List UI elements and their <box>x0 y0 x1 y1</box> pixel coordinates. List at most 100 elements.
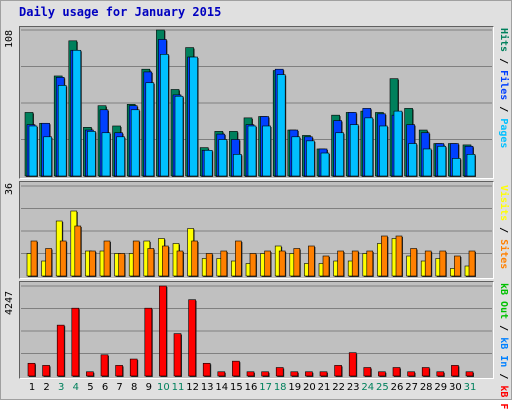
sites-bar-7 <box>118 253 125 277</box>
kbf-bar-16 <box>246 371 255 377</box>
sites-bar-23 <box>351 250 359 277</box>
pages-bar-8 <box>130 109 140 177</box>
kbf-bar-22 <box>334 365 342 377</box>
pages-bar-9 <box>145 82 155 177</box>
x-label-day-18: 18 <box>273 382 287 393</box>
kbf-bar-13 <box>202 362 211 377</box>
pages-bar-24 <box>364 117 374 177</box>
pages-bar-7 <box>116 136 125 177</box>
kbf-bar-19 <box>290 371 299 377</box>
x-label-day-12: 12 <box>186 382 199 393</box>
x-label-day-13: 13 <box>200 382 214 393</box>
sites-bar-17 <box>264 250 271 277</box>
pages-bar-27 <box>408 143 417 177</box>
x-label-day-6: 6 <box>101 382 109 393</box>
x-label-day-1: 1 <box>28 382 36 393</box>
sites-bar-26 <box>395 235 403 277</box>
kbf-bar-8 <box>129 358 138 377</box>
sites-bar-3 <box>59 240 67 277</box>
x-label-day-21: 21 <box>317 382 331 393</box>
kbf-bar-11 <box>173 333 182 377</box>
sites-bar-25 <box>381 235 388 277</box>
sites-bar-27 <box>410 248 417 277</box>
sites-bar-4 <box>74 225 82 277</box>
x-axis-labels: 1 2 3 4 5 6 7 8 9 10 11 12 13 14 15 16 17 18 19 20 21 22 23 24 2… <box>1 382 512 396</box>
kbf-bar-21 <box>319 371 328 377</box>
kbf-bar-3 <box>56 324 65 377</box>
kbf-bar-15 <box>232 360 240 377</box>
pages-bar-15 <box>233 154 242 177</box>
x-label-day-19: 19 <box>288 382 302 393</box>
kbf-bar-25 <box>378 371 386 377</box>
kbf-bar-9 <box>144 307 153 377</box>
kbf-bar-20 <box>305 371 313 377</box>
sites-bar-13 <box>205 253 213 277</box>
x-label-day-3: 3 <box>58 382 65 393</box>
pages-bar-29 <box>437 145 447 177</box>
kbf-bar-10 <box>159 285 167 377</box>
sites-bar-9 <box>147 248 155 277</box>
sites-bar-18 <box>278 250 286 277</box>
pages-bar-5 <box>87 131 96 177</box>
sites-bar-24 <box>366 250 374 277</box>
kbf-bar-23 <box>348 352 357 377</box>
x-label-day-4: 4 <box>72 382 79 393</box>
pages-bar-23 <box>349 124 359 177</box>
x-label-day-20: 20 <box>303 382 316 393</box>
pages-bar-13 <box>203 150 213 177</box>
x-label-day-2: 2 <box>43 382 50 393</box>
kbf-bar-7 <box>115 365 123 377</box>
x-label-day-16: 16 <box>244 382 258 393</box>
x-label-day-30: 30 <box>449 382 462 393</box>
kbf-bar-4 <box>71 307 80 377</box>
pages-bar-31 <box>466 154 476 177</box>
sites-bar-20 <box>308 245 315 277</box>
pages-bar-16 <box>247 125 257 177</box>
kbf-bar-14 <box>217 371 226 377</box>
pages-bar-28 <box>422 148 432 177</box>
pages-bar-21 <box>320 152 330 177</box>
pages-bar-3 <box>57 85 67 177</box>
kbf-bar-12 <box>188 299 196 377</box>
x-label-day-11: 11 <box>171 382 185 393</box>
kbf-bar-26 <box>392 367 401 377</box>
pages-bar-1 <box>28 125 38 177</box>
sites-bar-2 <box>45 248 52 277</box>
sites-bar-28 <box>424 250 432 277</box>
pages-bar-11 <box>174 95 184 177</box>
pages-bar-17 <box>262 125 271 177</box>
sites-bar-19 <box>293 248 301 277</box>
chart-title: Daily usage for January 2015 <box>19 5 222 19</box>
sites-bar-15 <box>235 240 242 277</box>
x-label-day-14: 14 <box>215 382 229 393</box>
x-label-day-29: 29 <box>434 382 448 393</box>
x-label-day-22: 22 <box>332 382 345 393</box>
sites-bar-1 <box>30 240 38 277</box>
x-label-day-25: 25 <box>376 382 389 393</box>
pages-bar-18 <box>276 74 286 177</box>
kbf-bar-6 <box>100 354 109 377</box>
kbf-bar-29 <box>436 371 445 377</box>
pages-bar-26 <box>393 110 403 177</box>
pages-bar-25 <box>379 125 388 177</box>
pages-bar-20 <box>306 140 315 177</box>
pages-bar-30 <box>452 158 461 177</box>
pages-bar-10 <box>160 54 169 177</box>
sites-bar-22 <box>337 250 344 277</box>
chart-svg <box>21 29 492 377</box>
sites-bar-10 <box>162 245 169 277</box>
kbf-bar-31 <box>465 371 474 377</box>
pages-bar-12 <box>189 56 198 177</box>
x-label-day-7: 7 <box>116 382 123 393</box>
kbf-bar-17 <box>261 371 269 377</box>
pages-bar-19 <box>291 136 301 177</box>
sites-bar-8 <box>132 240 140 277</box>
x-label-day-9: 9 <box>145 382 152 393</box>
x-label-day-27: 27 <box>405 382 418 393</box>
kbytes-panel <box>19 281 494 379</box>
sites-bar-12 <box>191 240 198 277</box>
x-label-day-10: 10 <box>157 382 170 393</box>
x-label-day-5: 5 <box>87 382 94 393</box>
x-label-day-28: 28 <box>419 382 433 393</box>
